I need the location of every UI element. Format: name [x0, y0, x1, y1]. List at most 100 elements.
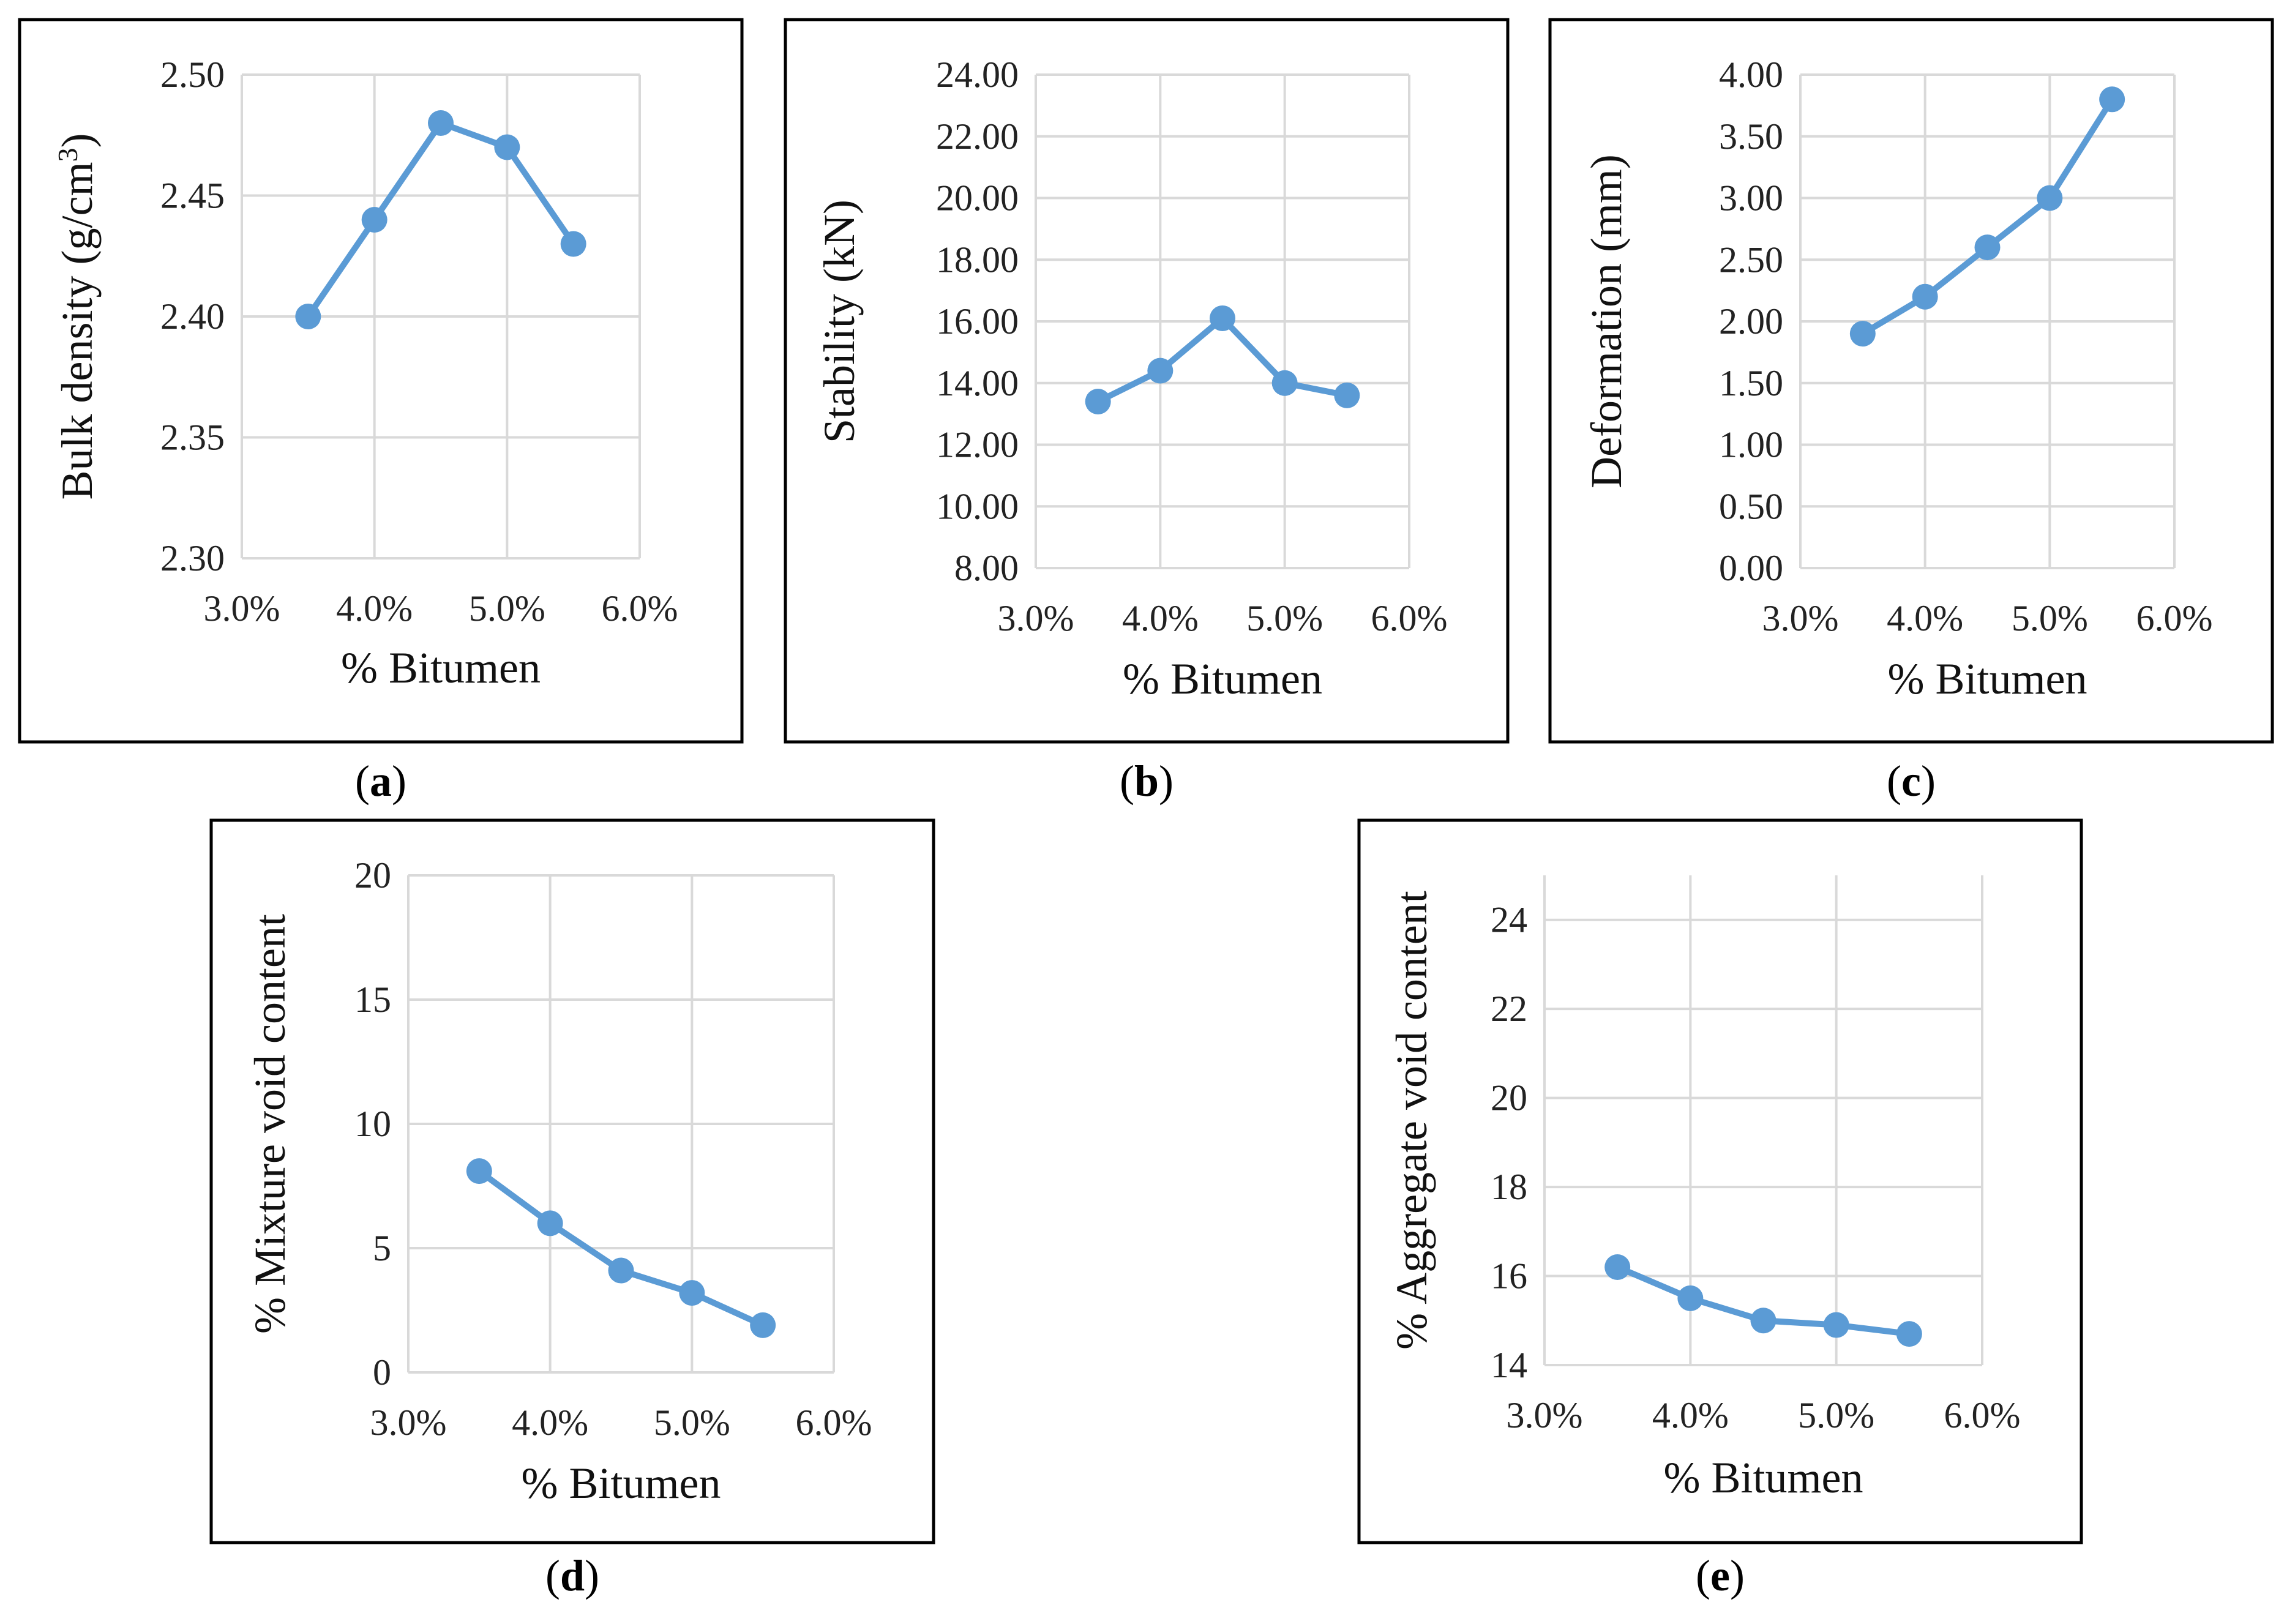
y-tick-label: 2.35 [160, 417, 225, 458]
y-axis-title: Stability (kN) [815, 200, 864, 443]
x-tick-label: 6.0% [796, 1402, 872, 1443]
data-point [295, 304, 321, 329]
x-axis-title: % Bitumen [341, 643, 541, 692]
chart-panel-e: 14 16 18 20 22 24 3.0% 4.0% 5.0% 6.0% % Bitumen % A… [1357, 818, 2083, 1600]
y-tick-label: 18 [1491, 1167, 1527, 1207]
y-tick-label: 2.00 [1719, 301, 1783, 342]
y-tick-label: 16 [1491, 1256, 1527, 1297]
y-axis-title: Bulk density (g/cm3) [52, 133, 102, 500]
y-tick-label: 24.00 [936, 54, 1019, 95]
y-tick-label: 3.00 [1719, 178, 1783, 219]
data-point [2037, 185, 2063, 211]
y-tick-label: 0 [373, 1352, 391, 1393]
y-tick-label: 10 [354, 1104, 391, 1144]
x-tick-label: 5.0% [469, 588, 545, 629]
y-tick-label: 22 [1491, 989, 1527, 1029]
y-tick-label: 20.00 [936, 178, 1019, 219]
y-tick-label: 14.00 [936, 363, 1019, 403]
x-tick-label: 3.0% [1762, 598, 1839, 638]
data-point [494, 134, 520, 160]
data-point [608, 1257, 634, 1284]
caption-letter: e [1710, 1551, 1730, 1600]
panel-caption: (b) [1120, 757, 1174, 806]
y-tick-label: 24 [1491, 900, 1527, 940]
data-point [361, 207, 387, 233]
y-tick-label: 2.30 [160, 538, 225, 578]
caption-open-paren: ( [1696, 1551, 1710, 1600]
caption-close-paren: ) [392, 757, 406, 806]
chart-panel-a: 2.30 2.35 2.40 2.45 2.50 3.0% 4.0% 5.0% 6.0% % Bi… [18, 18, 744, 806]
data-point [1677, 1285, 1704, 1311]
y-tick-label: 0.50 [1719, 486, 1783, 526]
y-axis-title-text: % Aggregate void content [1387, 891, 1436, 1350]
x-axis-title: % Bitumen [1123, 654, 1322, 703]
y-tick-label: 3.50 [1719, 116, 1783, 157]
x-tick-label: 4.0% [1887, 598, 1963, 638]
data-point [1334, 382, 1360, 408]
y-tick-label: 2.40 [160, 296, 225, 337]
chart-panel-c: 0.00 0.50 1.00 1.50 2.00 2.50 3.00 3.50 4.00 3.0%… [1548, 18, 2274, 806]
caption-close-paren: ) [1159, 757, 1174, 806]
data-point [2099, 86, 2125, 113]
y-tick-label: 2.45 [160, 176, 225, 216]
x-tick-label: 3.0% [998, 598, 1074, 638]
x-tick-label: 4.0% [1652, 1395, 1729, 1435]
y-tick-label: 8.00 [954, 548, 1019, 588]
panel-frame [1357, 818, 2083, 1544]
caption-open-paren: ( [1887, 757, 1901, 806]
y-axis-title-close: ) [53, 133, 102, 148]
panel-frame [18, 18, 744, 744]
caption-letter: d [560, 1551, 585, 1600]
x-tick-label: 5.0% [1246, 598, 1323, 638]
x-tick-label: 3.0% [1507, 1395, 1583, 1435]
chart-panel-b: 8.00 10.00 12.00 14.00 16.00 18.00 20.00 22.00 2… [784, 18, 1510, 806]
y-tick-label: 2.50 [160, 54, 225, 95]
data-point [466, 1158, 492, 1184]
y-tick-label: 14 [1491, 1345, 1527, 1385]
data-point [750, 1312, 776, 1338]
y-axis-title: % Mixture void content [245, 914, 294, 1334]
y-axis-title-text: Bulk density (g/cm [53, 162, 102, 500]
x-tick-label: 6.0% [2136, 598, 2213, 638]
x-tick-label: 6.0% [1944, 1395, 2021, 1435]
y-axis-title: % Aggregate void content [1387, 891, 1436, 1350]
caption-open-paren: ( [355, 757, 370, 806]
data-point [1147, 357, 1174, 384]
data-point [1823, 1312, 1849, 1338]
panel-frame [1548, 18, 2274, 744]
y-tick-label: 1.50 [1719, 363, 1783, 403]
y-tick-label: 5 [373, 1228, 391, 1268]
y-tick-label: 10.00 [936, 486, 1019, 526]
caption-letter: a [370, 757, 392, 806]
caption-open-paren: ( [545, 1551, 560, 1600]
y-tick-label: 4.00 [1719, 54, 1783, 95]
data-point [537, 1210, 563, 1237]
data-point [1604, 1254, 1631, 1280]
y-tick-label: 20 [354, 855, 391, 896]
caption-letter: c [1901, 757, 1921, 806]
data-point [1271, 370, 1298, 396]
x-tick-label: 3.0% [370, 1402, 447, 1443]
caption-close-paren: ) [1730, 1551, 1745, 1600]
data-point [560, 231, 586, 257]
y-axis-title-text: Deformation (mm) [1582, 154, 1631, 488]
panel-caption: (c) [1887, 757, 1936, 806]
caption-letter: b [1134, 757, 1159, 806]
y-axis-title-text: Stability (kN) [815, 200, 864, 443]
caption-open-paren: ( [1120, 757, 1134, 806]
x-tick-label: 4.0% [512, 1402, 588, 1443]
data-point [1849, 321, 1876, 347]
y-tick-label: 18.00 [936, 239, 1019, 280]
y-axis-title: Deformation (mm) [1582, 154, 1631, 488]
data-point [1896, 1321, 1922, 1347]
y-tick-label: 0.00 [1719, 548, 1783, 588]
caption-close-paren: ) [1921, 757, 1936, 806]
chart-panel-d: 0 5 10 15 20 3.0% 4.0% 5.0% 6.0% % Bitumen % Mixtu… [209, 818, 935, 1600]
panel-frame [209, 818, 935, 1544]
data-point [1750, 1308, 1776, 1334]
x-axis-title: % Bitumen [522, 1459, 721, 1508]
data-point [428, 110, 454, 136]
y-tick-label: 1.00 [1719, 425, 1783, 465]
y-tick-label: 15 [354, 979, 391, 1020]
x-tick-label: 4.0% [336, 588, 413, 629]
